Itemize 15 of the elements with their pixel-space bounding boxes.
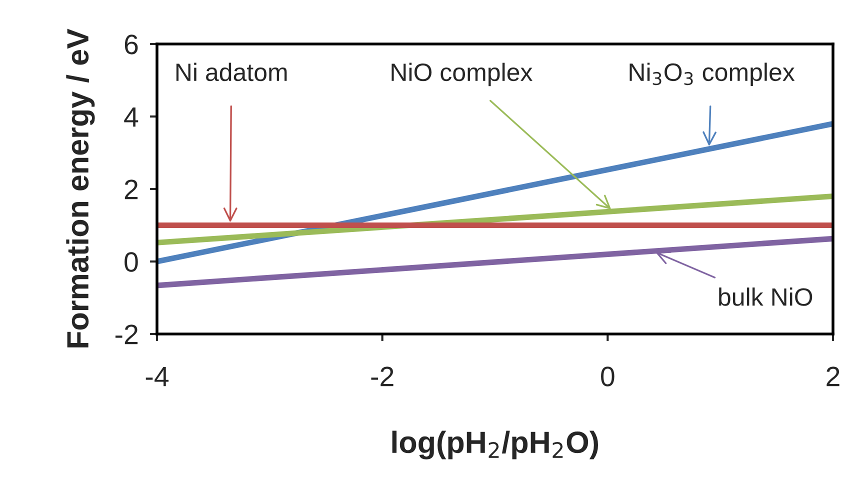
x-tick-label: -2: [371, 366, 394, 386]
y-tick-label: 0: [124, 252, 138, 272]
y-tick-label: 6: [124, 34, 138, 54]
annotation: NiO complex: [392, 62, 532, 86]
annotation: Ni$_{3}$O$_{3}$ complex: [630, 62, 795, 86]
y-tick-label: 4: [124, 107, 138, 127]
annotation: Ni adatom: [176, 62, 287, 82]
x-tick-label: -4: [146, 366, 169, 386]
y-tick-label: 2: [124, 180, 138, 200]
x-tick-label: 0: [601, 366, 614, 386]
annotation: bulk NiO: [719, 288, 812, 306]
x-tick-label: 2: [826, 366, 840, 386]
x-axis-title: log(pH$_{2}$/pH$_{2}$O): [392, 430, 598, 460]
y-tick-label: -2: [115, 324, 138, 344]
y-axis-title: Formation energy / eV: [66, 28, 95, 348]
